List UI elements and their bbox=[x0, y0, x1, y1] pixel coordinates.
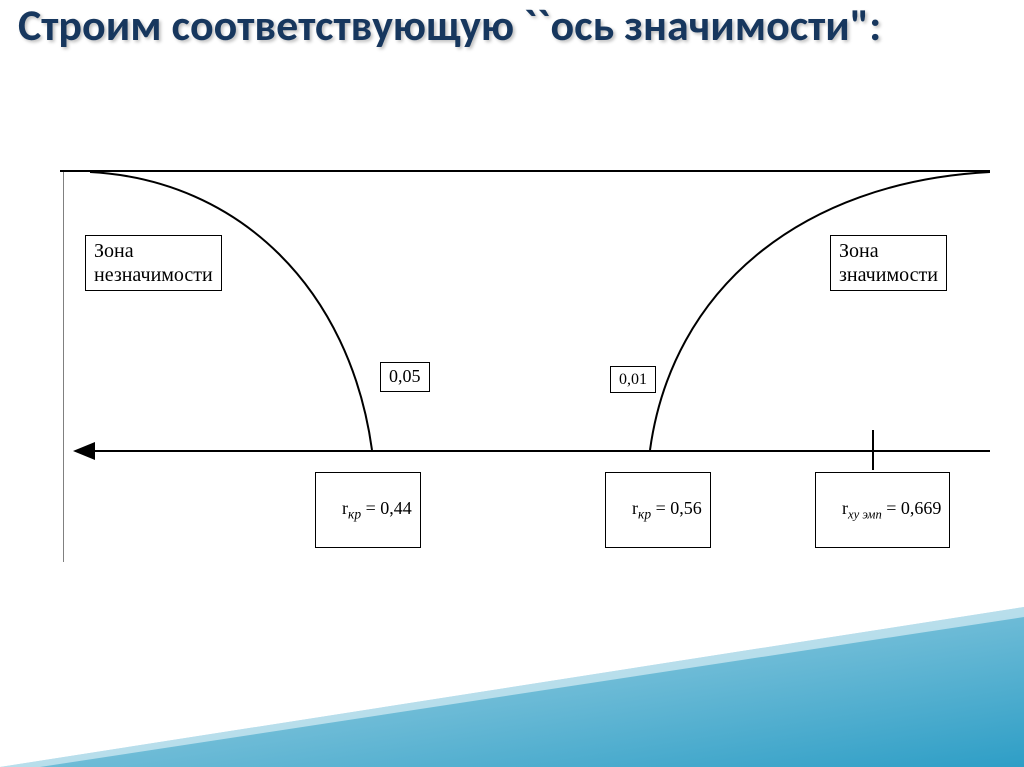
slide-decoration-triangle bbox=[0, 567, 1024, 767]
r-crit-056-sub: кр bbox=[638, 506, 651, 521]
r-crit-044-sub: кр bbox=[348, 506, 361, 521]
zone-significance-box: Зона значимости bbox=[830, 235, 947, 291]
r-crit-056-suffix: = 0,56 bbox=[651, 498, 702, 518]
r-emp-sub: xy эмп bbox=[848, 507, 882, 521]
r-crit-044-suffix: = 0,44 bbox=[361, 498, 412, 518]
alpha-001-box: 0,01 bbox=[610, 366, 656, 393]
slide-title: Строим соответствующую ``ось значимости"… bbox=[18, 0, 998, 51]
curve-right bbox=[650, 172, 990, 450]
r-emp-suffix: = 0,669 bbox=[882, 498, 942, 518]
alpha-005-box: 0,05 bbox=[380, 362, 430, 392]
axis-line bbox=[85, 450, 990, 452]
curve-left bbox=[90, 172, 372, 450]
zone-insignificance-box: Зона незначимости bbox=[85, 235, 222, 291]
tick-r-emp bbox=[872, 430, 874, 470]
r-crit-044-box: rкр = 0,44 bbox=[315, 472, 421, 548]
significance-axis-diagram: Зона незначимости Зона значимости 0,05 0… bbox=[60, 170, 990, 570]
r-crit-056-box: rкр = 0,56 bbox=[605, 472, 711, 548]
r-emp-box: rxy эмп = 0,669 bbox=[815, 472, 950, 548]
